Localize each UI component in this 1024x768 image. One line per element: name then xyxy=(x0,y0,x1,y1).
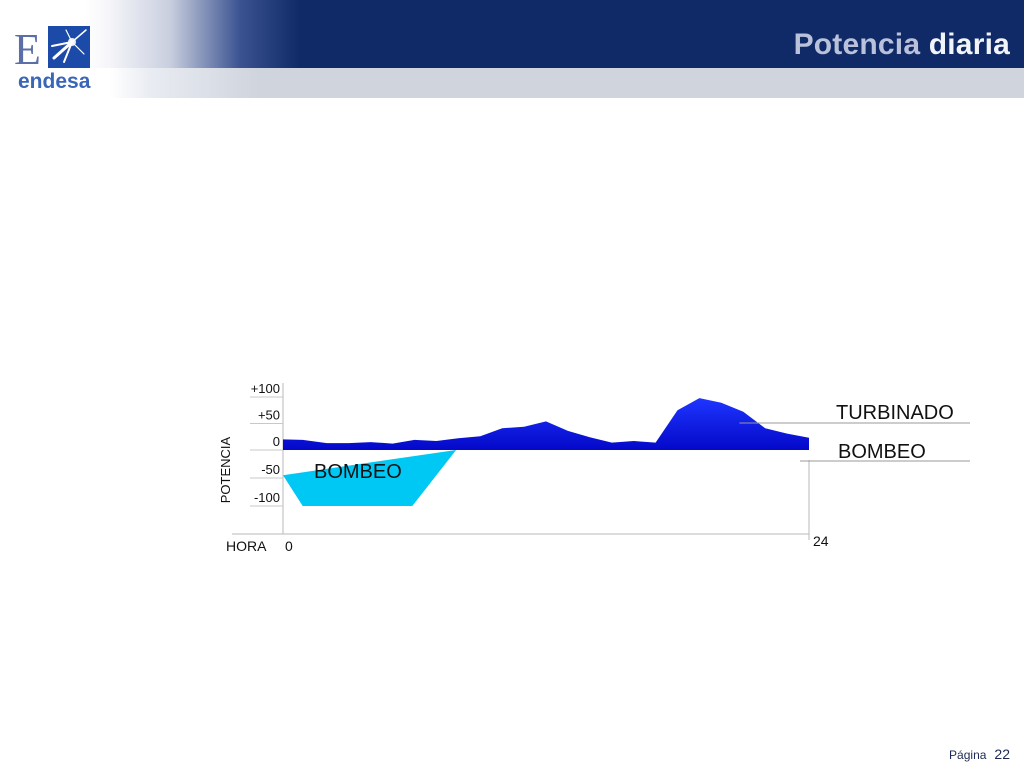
footer: Página 22 xyxy=(949,746,1010,762)
y-tick-label: 0 xyxy=(273,434,280,449)
logo-wordmark: endesa xyxy=(18,70,91,93)
header-bar xyxy=(0,0,1024,68)
page-title: Potencia diaria xyxy=(794,28,1010,62)
series-turbine xyxy=(283,398,809,450)
page-number: 22 xyxy=(994,746,1010,762)
footer-label: Página xyxy=(949,748,987,762)
title-word-2: diaria xyxy=(928,28,1010,61)
logo-letter: E xyxy=(14,25,41,74)
series-pump_morning xyxy=(283,450,457,506)
y-tick-label: +50 xyxy=(258,408,280,423)
y-axis-title: POTENCIA xyxy=(218,436,233,503)
series-pump_evening xyxy=(787,450,809,477)
y-tick-label: -50 xyxy=(261,462,280,477)
x-tick-label: 0 xyxy=(285,538,293,554)
endesa-logo: E endesa xyxy=(14,25,91,93)
y-tick-label: +100 xyxy=(251,381,280,396)
annotation-turbine: TURBINADO xyxy=(836,402,954,424)
x-axis-title: HORA xyxy=(226,538,267,554)
annotation-pump_morning: BOMBEO xyxy=(314,461,402,483)
spark-core xyxy=(68,38,76,46)
y-tick-label: -100 xyxy=(254,490,280,505)
header-strip xyxy=(0,68,1024,98)
annotation-pump_evening: BOMBEO xyxy=(838,441,926,463)
title-word-1: Potencia xyxy=(793,28,921,61)
x-tick-label: 24 xyxy=(813,533,829,549)
